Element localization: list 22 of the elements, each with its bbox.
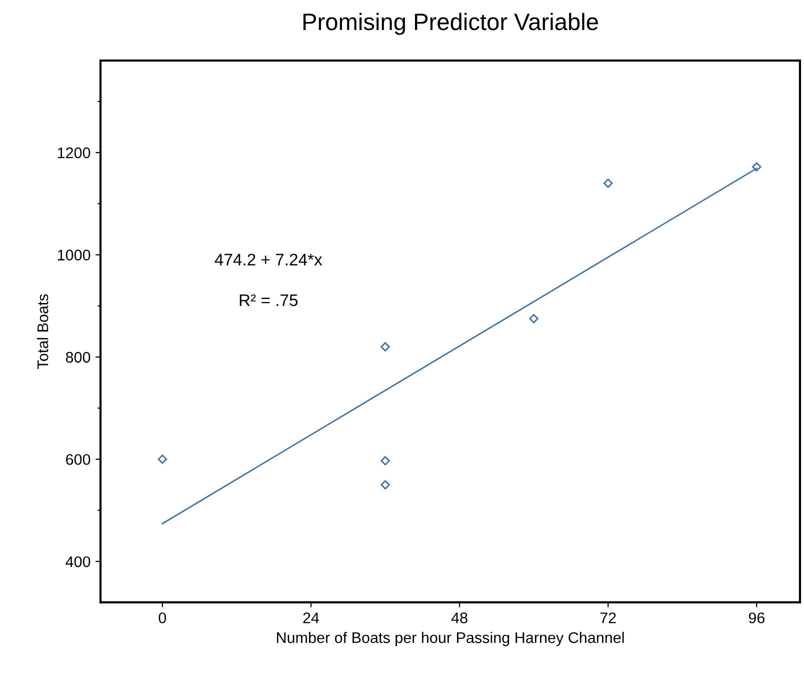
y-axis-title: Total Boats bbox=[36, 294, 48, 369]
x-tick-label: 0 bbox=[158, 612, 166, 624]
x-tick-label: 96 bbox=[748, 612, 764, 624]
y-tick-label: 800 bbox=[66, 352, 90, 363]
y-tick-label: 600 bbox=[66, 454, 90, 465]
chart-title: Promising Predictor Variable bbox=[303, 12, 598, 35]
x-tick-label: 48 bbox=[451, 612, 468, 624]
point bbox=[603, 178, 613, 188]
y-tick-label: 1000 bbox=[58, 250, 90, 260]
annotation: R² = .75 bbox=[240, 294, 298, 306]
point bbox=[380, 480, 390, 490]
y-tick-label: 1200 bbox=[58, 147, 90, 158]
x-tick-label: 72 bbox=[600, 612, 616, 624]
point bbox=[380, 456, 390, 466]
x-axis-title: Number of Boats per hour Passing Harney Channel bbox=[276, 632, 624, 646]
annotation: 474.2 + 7.24*x bbox=[214, 254, 322, 266]
point bbox=[529, 314, 538, 324]
point bbox=[380, 342, 390, 352]
x-tick-label: 24 bbox=[303, 612, 320, 624]
point bbox=[752, 162, 762, 172]
y-tick-label: 400 bbox=[66, 556, 90, 568]
point bbox=[158, 454, 168, 464]
